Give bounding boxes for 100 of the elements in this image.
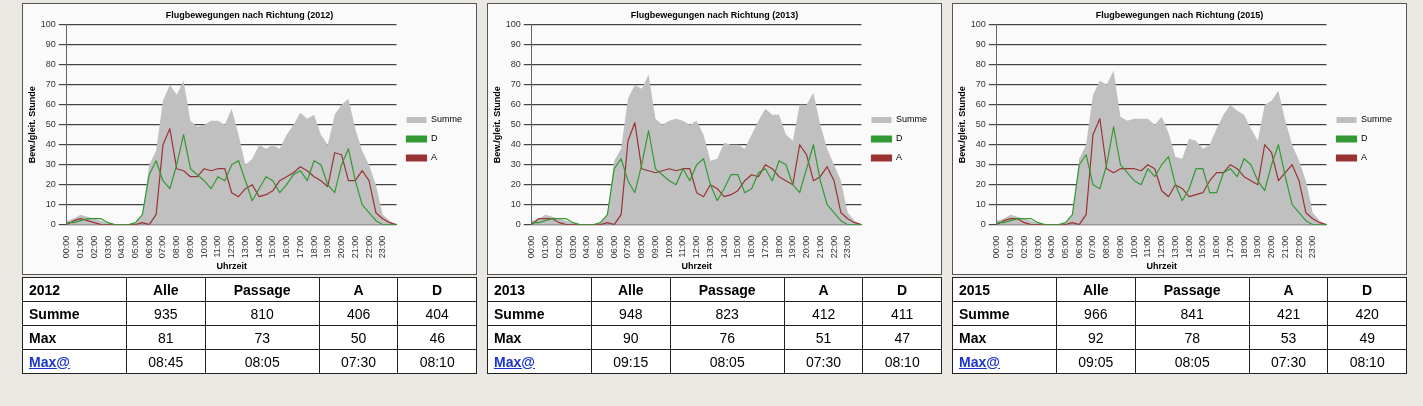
- x-tick-label: 17:00: [294, 235, 305, 259]
- x-tick-label: 05:00: [594, 235, 605, 259]
- x-tick-label: 01:00: [75, 235, 86, 259]
- chart-title: Flugbewegungen nach Richtung (2012): [165, 9, 334, 20]
- x-tick-label: 13:00: [1169, 235, 1180, 259]
- y-tick-label: 70: [45, 79, 56, 90]
- x-tick-label: 19:00: [787, 235, 798, 259]
- x-tick-label: 18:00: [773, 235, 784, 259]
- text: 08:10: [419, 353, 455, 370]
- x-tick-label: 07:00: [622, 235, 633, 259]
- y-tick-label: 50: [975, 119, 986, 130]
- x-tick-label: 09:00: [184, 235, 195, 259]
- x-tick-label: 01:00: [540, 235, 551, 259]
- category-label: Passage: [1135, 277, 1250, 302]
- y-tick-label: 80: [975, 59, 986, 70]
- text: 73: [254, 329, 270, 346]
- x-axis-title: Uhrzeit: [1146, 261, 1177, 272]
- y-tick-label: 70: [510, 79, 521, 90]
- x-tick-label: 11:00: [212, 235, 223, 258]
- text: 2015: [952, 277, 1057, 302]
- y-tick-label: 50: [510, 119, 521, 130]
- text: 76: [719, 329, 735, 346]
- x-tick-label: 15:00: [1197, 235, 1208, 259]
- y-tick-label: 90: [510, 39, 521, 50]
- category-label: D: [397, 277, 477, 302]
- text: 07:30: [806, 353, 842, 370]
- text: 2013: [487, 277, 592, 302]
- text: 08:05: [709, 353, 745, 370]
- y-tick-label: 30: [45, 159, 56, 170]
- y-tick-label: 80: [45, 59, 56, 70]
- x-tick-label: 19:00: [1252, 235, 1263, 259]
- legend-label: D: [1360, 133, 1368, 144]
- y-tick-label: 40: [975, 139, 986, 150]
- x-tick-label: 21:00: [349, 235, 360, 259]
- text: 08:05: [1174, 353, 1210, 370]
- text: 08:10: [1349, 353, 1385, 370]
- y-tick-label: 20: [510, 179, 521, 190]
- x-tick-label: 05:00: [1059, 235, 1070, 259]
- x-tick-label: 07:00: [1087, 235, 1098, 259]
- y-tick-label: 30: [510, 159, 521, 170]
- x-tick-label: 10:00: [663, 235, 674, 259]
- chart-title: Flugbewegungen nach Richtung (2015): [1095, 9, 1264, 20]
- x-tick-label: 13:00: [704, 235, 715, 259]
- text: 50: [350, 329, 367, 346]
- category-label: Max: [494, 329, 522, 346]
- y-tick-label: 90: [975, 39, 986, 50]
- text: 07:30: [1271, 353, 1307, 370]
- x-tick-label: 20:00: [336, 235, 347, 259]
- text: 08:45: [148, 353, 184, 370]
- text: 404: [425, 305, 449, 322]
- y-tick-label: 90: [45, 39, 56, 50]
- x-tick-label: 22:00: [363, 235, 374, 259]
- category-label: Alle: [591, 277, 671, 302]
- x-tick-label: 03:00: [1032, 235, 1043, 259]
- y-tick-label: 40: [510, 139, 521, 150]
- legend-label: Summe: [895, 114, 928, 125]
- x-tick-label: 23:00: [377, 235, 388, 259]
- x-tick-label: 00:00: [991, 235, 1002, 259]
- text: 406: [346, 305, 371, 322]
- text: 411: [891, 305, 914, 322]
- x-tick-label: 06:00: [143, 235, 154, 259]
- x-tick-label: 01:00: [1005, 235, 1016, 259]
- chart-title: Flugbewegungen nach Richtung (2013): [630, 9, 799, 20]
- text: 810: [250, 305, 274, 322]
- x-tick-label: 15:00: [267, 235, 278, 259]
- x-tick-label: 20:00: [801, 235, 812, 259]
- text: 47: [894, 329, 910, 346]
- x-tick-label: 23:00: [842, 235, 853, 259]
- y-tick-label: 100: [40, 19, 56, 30]
- y-tick-label: 0: [515, 219, 521, 230]
- x-tick-label: 21:00: [814, 235, 825, 259]
- x-tick-label: 18:00: [308, 235, 319, 259]
- x-tick-label: 04:00: [116, 235, 127, 259]
- x-tick-label: 08:00: [1101, 235, 1112, 259]
- text: 08:05: [244, 353, 280, 370]
- y-tick-label: 60: [45, 99, 56, 110]
- y-tick-label: 60: [975, 99, 986, 110]
- x-tick-label: 03:00: [567, 235, 578, 259]
- text: 09:15: [613, 353, 649, 370]
- x-tick-label: 04:00: [581, 235, 592, 259]
- y-tick-label: 10: [975, 199, 986, 210]
- text: 412: [811, 305, 836, 322]
- x-tick-label: 07:00: [157, 235, 168, 259]
- y-tick-label: 20: [975, 179, 986, 190]
- x-tick-label: 17:00: [1224, 235, 1235, 259]
- x-tick-label: 14:00: [253, 235, 264, 259]
- x-tick-label: 02:00: [88, 235, 99, 259]
- x-tick-label: 05:00: [129, 235, 140, 259]
- text: 421: [1276, 305, 1301, 322]
- category-label: Max@: [959, 353, 1000, 370]
- x-tick-label: 06:00: [608, 235, 619, 259]
- x-tick-label: 03:00: [102, 235, 113, 259]
- x-tick-label: 16:00: [281, 235, 292, 259]
- text: 92: [1087, 329, 1104, 346]
- category-label: A: [1249, 277, 1328, 302]
- y-tick-label: 30: [975, 159, 986, 170]
- x-tick-label: 00:00: [61, 235, 72, 259]
- category-label: Max@: [494, 353, 535, 370]
- y-tick-label: 80: [510, 59, 521, 70]
- x-tick-label: 14:00: [718, 235, 729, 259]
